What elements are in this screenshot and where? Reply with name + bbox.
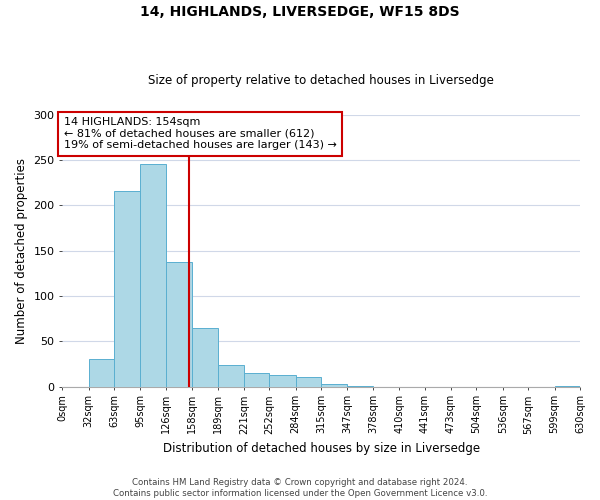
Text: Contains HM Land Registry data © Crown copyright and database right 2024.
Contai: Contains HM Land Registry data © Crown c… — [113, 478, 487, 498]
Title: Size of property relative to detached houses in Liversedge: Size of property relative to detached ho… — [148, 74, 494, 87]
Bar — [140, 164, 166, 386]
Text: 14, HIGHLANDS, LIVERSEDGE, WF15 8DS: 14, HIGHLANDS, LIVERSEDGE, WF15 8DS — [140, 5, 460, 19]
Bar — [244, 373, 269, 386]
Y-axis label: Number of detached properties: Number of detached properties — [15, 158, 28, 344]
X-axis label: Distribution of detached houses by size in Liversedge: Distribution of detached houses by size … — [163, 442, 480, 455]
Bar — [321, 384, 347, 386]
Bar — [218, 365, 244, 386]
Bar — [192, 328, 218, 386]
Bar — [114, 190, 140, 386]
Bar — [269, 374, 296, 386]
Bar — [166, 262, 192, 386]
Text: 14 HIGHLANDS: 154sqm
← 81% of detached houses are smaller (612)
19% of semi-deta: 14 HIGHLANDS: 154sqm ← 81% of detached h… — [64, 118, 337, 150]
Bar — [89, 360, 114, 386]
Bar — [296, 378, 321, 386]
